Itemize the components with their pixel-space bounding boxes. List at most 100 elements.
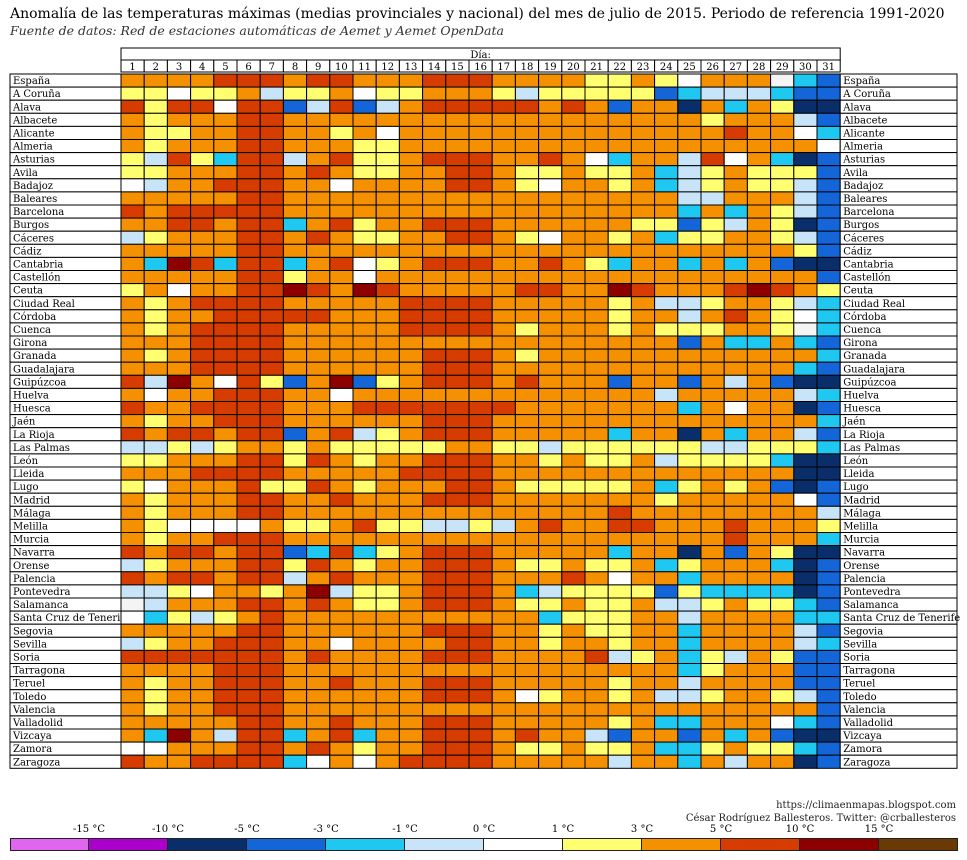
heat-cell	[236, 322, 261, 337]
heat-cell	[120, 466, 145, 481]
row-label-right: Zaragoza	[843, 757, 890, 768]
heat-cell	[746, 414, 772, 429]
heat-cell	[607, 663, 632, 678]
heat-cell	[120, 754, 145, 769]
heat-cell	[329, 335, 354, 350]
heat-cell	[422, 270, 447, 285]
heat-cell	[422, 335, 447, 350]
heat-cell	[120, 86, 145, 101]
heat-cell	[398, 649, 424, 665]
heat-cell	[700, 99, 725, 114]
heat-cell	[770, 73, 795, 88]
heat-cell	[584, 361, 609, 376]
heat-cell	[352, 479, 377, 494]
heat-cell	[352, 348, 377, 363]
heat-cell	[422, 125, 447, 141]
heat-cell	[166, 112, 192, 127]
heat-cell	[654, 649, 679, 665]
heat-cell	[143, 243, 168, 258]
row-label-left: Burgos	[13, 220, 49, 231]
heatmap-chart: Día:1 2 3 4 5 6 7 8 9 10 11 12 13 14 15 16 17 18 19 20 21 22 2…	[9, 47, 960, 769]
heat-cell	[746, 440, 772, 455]
heat-cell	[514, 754, 540, 769]
heat-cell	[561, 518, 586, 534]
heat-cell	[352, 361, 377, 376]
heat-cell	[282, 309, 308, 324]
heat-cell	[816, 283, 841, 298]
row-label-right: Girona	[843, 338, 877, 349]
heat-cell	[306, 230, 331, 245]
row-label-right: Melilla	[843, 522, 878, 533]
heat-cell	[723, 702, 748, 717]
heat-cell	[514, 204, 540, 219]
heat-cell	[677, 230, 702, 245]
heat-cell	[306, 440, 331, 455]
heat-cell	[584, 623, 609, 638]
heat-cell	[120, 492, 145, 507]
heat-cell	[259, 571, 284, 586]
heat-cell	[700, 335, 725, 350]
heat-cell	[236, 728, 261, 743]
heat-cell	[491, 348, 516, 363]
heat-cell	[352, 374, 377, 389]
heat-cell	[282, 270, 308, 285]
heat-cell	[282, 335, 308, 350]
heat-cell	[654, 518, 679, 534]
heat-cell	[607, 689, 632, 704]
day-tick-label: 20	[567, 62, 580, 73]
heat-cell	[816, 374, 841, 389]
heat-cell	[677, 610, 702, 625]
heat-cell	[282, 518, 308, 534]
heat-cell	[514, 374, 540, 389]
row-label-right: Segovia	[843, 626, 883, 637]
heat-cell	[236, 440, 261, 455]
heat-cell	[793, 243, 818, 258]
chart-title: Anomalía de las temperaturas máximas (me…	[10, 6, 945, 22]
heat-cell	[282, 256, 308, 271]
heat-cell	[398, 597, 424, 612]
heat-cell	[561, 165, 586, 180]
heat-cell	[700, 361, 725, 376]
heat-cell	[398, 440, 424, 455]
heat-cell	[816, 558, 841, 573]
day-tick-label: 23	[637, 62, 650, 73]
heat-cell	[607, 532, 632, 547]
heat-cell	[306, 715, 331, 730]
heat-cell	[190, 191, 215, 206]
heat-cell	[306, 584, 331, 599]
heat-cell	[491, 558, 516, 573]
heat-cell	[259, 322, 284, 337]
row-label-right: Madrid	[843, 495, 881, 506]
heat-cell	[329, 623, 354, 638]
heat-cell	[306, 204, 331, 219]
heat-cell	[816, 322, 841, 337]
heat-cell	[398, 754, 424, 769]
heat-cell	[770, 518, 795, 534]
heat-cell	[120, 715, 145, 730]
heat-cell	[236, 571, 261, 586]
heat-cell	[259, 623, 284, 638]
heat-cell	[793, 505, 818, 520]
heat-cell	[770, 571, 795, 586]
day-tick-label: 26	[706, 62, 719, 73]
heat-cell	[584, 440, 609, 455]
heat-cell	[491, 270, 516, 285]
heat-cell	[398, 348, 424, 363]
heat-cell	[120, 125, 145, 141]
heat-cell	[213, 139, 238, 154]
heat-cell	[538, 204, 563, 219]
heat-cell	[654, 204, 679, 219]
heat-cell	[584, 243, 609, 258]
heat-cell	[422, 597, 447, 612]
heat-cell	[236, 86, 261, 101]
heat-cell	[398, 112, 424, 127]
heat-cell	[329, 230, 354, 245]
heat-cell	[561, 296, 586, 311]
heat-cell	[468, 453, 493, 468]
day-tick-label: 16	[474, 62, 487, 73]
heat-cell	[329, 715, 354, 730]
heat-cell	[746, 558, 772, 573]
heat-cell	[468, 348, 493, 363]
heat-cell	[654, 309, 679, 324]
heat-cell	[166, 584, 192, 599]
